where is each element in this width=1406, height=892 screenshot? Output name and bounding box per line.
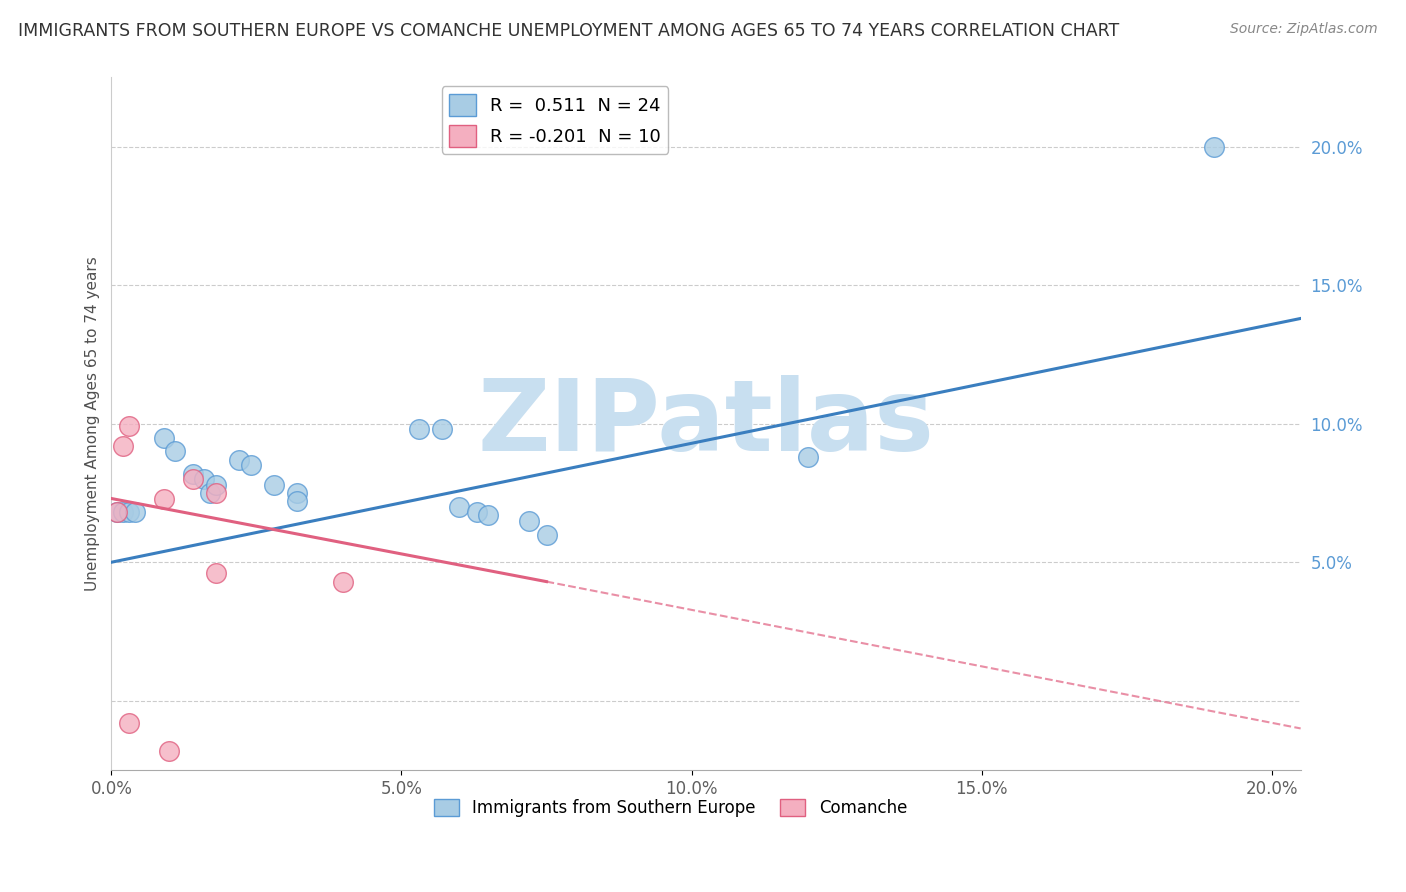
Point — [332, 574, 354, 589]
Point — [198, 486, 221, 500]
Legend: Immigrants from Southern Europe, Comanche: Immigrants from Southern Europe, Comanch… — [427, 792, 914, 824]
Point — [239, 458, 262, 473]
Point — [105, 505, 128, 519]
Text: ZIPatlas: ZIPatlas — [478, 376, 935, 472]
Point — [118, 505, 141, 519]
Point — [430, 422, 453, 436]
Point — [124, 505, 146, 519]
Point — [285, 486, 308, 500]
Text: IMMIGRANTS FROM SOUTHERN EUROPE VS COMANCHE UNEMPLOYMENT AMONG AGES 65 TO 74 YEA: IMMIGRANTS FROM SOUTHERN EUROPE VS COMAN… — [18, 22, 1119, 40]
Point — [165, 444, 187, 458]
Point — [205, 477, 228, 491]
Point — [477, 508, 499, 523]
Point — [449, 500, 471, 514]
Point — [152, 431, 174, 445]
Point — [263, 477, 285, 491]
Point — [205, 566, 228, 581]
Point — [118, 419, 141, 434]
Y-axis label: Unemployment Among Ages 65 to 74 years: Unemployment Among Ages 65 to 74 years — [86, 256, 100, 591]
Point — [205, 486, 228, 500]
Point — [111, 505, 134, 519]
Point — [118, 715, 141, 730]
Point — [105, 505, 128, 519]
Point — [408, 422, 430, 436]
Point — [111, 439, 134, 453]
Point — [228, 452, 250, 467]
Text: Source: ZipAtlas.com: Source: ZipAtlas.com — [1230, 22, 1378, 37]
Point — [181, 472, 204, 486]
Point — [465, 505, 488, 519]
Point — [159, 743, 181, 757]
Point — [796, 450, 818, 464]
Point — [193, 472, 215, 486]
Point — [285, 494, 308, 508]
Point — [536, 527, 558, 541]
Point — [517, 514, 540, 528]
Point — [181, 467, 204, 481]
Point — [1202, 139, 1225, 153]
Point — [152, 491, 174, 506]
